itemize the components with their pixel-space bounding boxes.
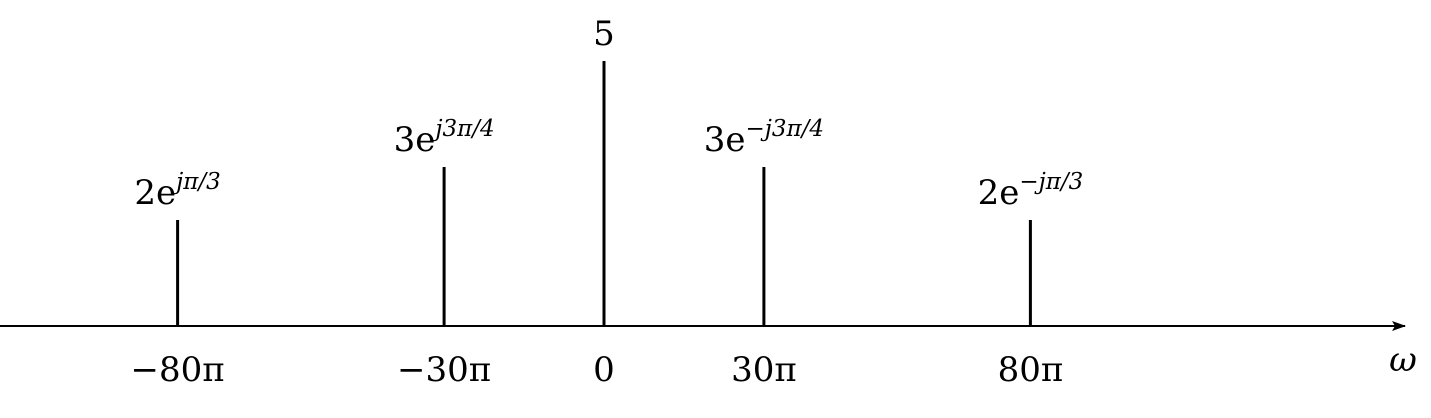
amplitude-label-zero: 5: [593, 14, 615, 54]
tick-label-zero: 0: [593, 350, 615, 390]
tick-label-minus-30pi: −30π: [397, 350, 491, 390]
amplitude-base: 5: [593, 14, 615, 54]
amplitude-label-minus-30pi: 3ej3π/4: [394, 116, 495, 160]
amplitude-label-minus-80pi: 2ejπ/3: [134, 169, 220, 213]
amplitude-base: 3e: [394, 120, 436, 160]
stems-layer: 2ejπ/3−80π3ej3π/4−30π503e−j3π/430π2e−jπ/…: [131, 14, 1084, 390]
tick-label-plus-30pi: 30π: [731, 350, 797, 390]
amplitude-exponent: j3π/4: [430, 116, 494, 142]
amplitude-base: 3e: [704, 120, 746, 160]
axis-variable-label: ω: [1389, 340, 1417, 380]
amplitude-label-plus-30pi: 3e−j3π/4: [704, 116, 824, 160]
amplitude-exponent: −jπ/3: [1019, 169, 1083, 195]
tick-label-plus-80pi: 80π: [998, 350, 1064, 390]
amplitude-exponent: jπ/3: [171, 169, 221, 195]
amplitude-base: 2e: [978, 173, 1020, 213]
amplitude-base: 2e: [134, 173, 176, 213]
amplitude-label-plus-80pi: 2e−jπ/3: [978, 169, 1084, 213]
amplitude-exponent: −j3π/4: [746, 116, 825, 142]
tick-label-minus-80pi: −80π: [131, 350, 225, 390]
